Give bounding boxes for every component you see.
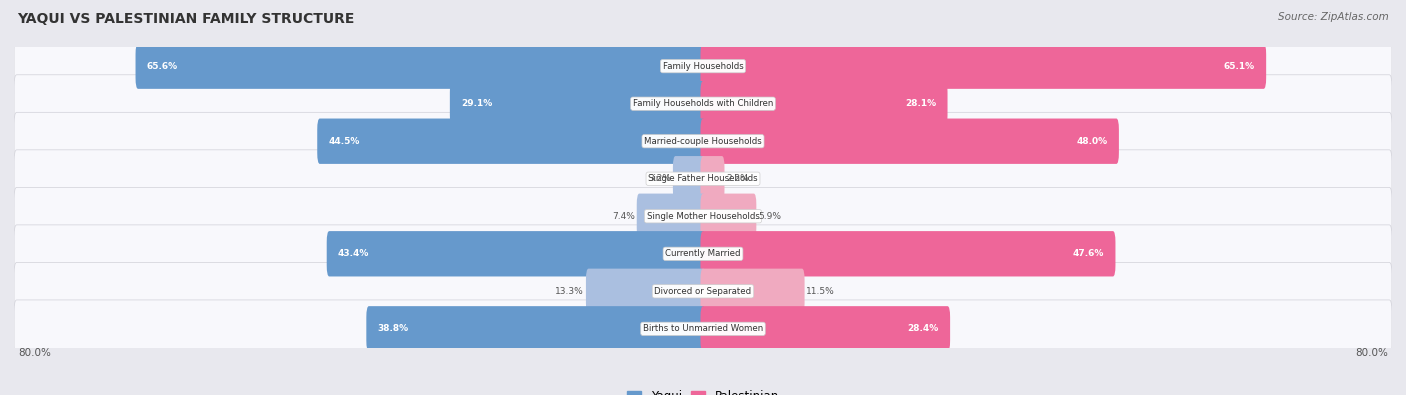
- Text: 2.2%: 2.2%: [727, 174, 749, 183]
- Text: YAQUI VS PALESTINIAN FAMILY STRUCTURE: YAQUI VS PALESTINIAN FAMILY STRUCTURE: [17, 12, 354, 26]
- FancyBboxPatch shape: [14, 187, 1392, 245]
- FancyBboxPatch shape: [14, 225, 1392, 283]
- Text: Family Households with Children: Family Households with Children: [633, 99, 773, 108]
- FancyBboxPatch shape: [326, 231, 706, 276]
- Text: 13.3%: 13.3%: [555, 287, 583, 296]
- Text: 80.0%: 80.0%: [1355, 348, 1388, 357]
- Text: Single Father Households: Single Father Households: [648, 174, 758, 183]
- FancyBboxPatch shape: [700, 269, 804, 314]
- Text: 44.5%: 44.5%: [329, 137, 360, 146]
- Text: 38.8%: 38.8%: [377, 324, 409, 333]
- FancyBboxPatch shape: [450, 81, 706, 126]
- FancyBboxPatch shape: [14, 112, 1392, 170]
- FancyBboxPatch shape: [700, 81, 948, 126]
- FancyBboxPatch shape: [700, 231, 1115, 276]
- FancyBboxPatch shape: [318, 118, 706, 164]
- Text: 28.4%: 28.4%: [908, 324, 939, 333]
- FancyBboxPatch shape: [135, 43, 706, 89]
- Text: Births to Unmarried Women: Births to Unmarried Women: [643, 324, 763, 333]
- Text: Divorced or Separated: Divorced or Separated: [654, 287, 752, 296]
- Text: 29.1%: 29.1%: [461, 99, 492, 108]
- FancyBboxPatch shape: [637, 194, 706, 239]
- FancyBboxPatch shape: [700, 118, 1119, 164]
- Text: Family Households: Family Households: [662, 62, 744, 71]
- Text: 28.1%: 28.1%: [905, 99, 936, 108]
- FancyBboxPatch shape: [14, 150, 1392, 208]
- Text: 11.5%: 11.5%: [807, 287, 835, 296]
- FancyBboxPatch shape: [586, 269, 706, 314]
- FancyBboxPatch shape: [14, 262, 1392, 320]
- FancyBboxPatch shape: [673, 156, 706, 201]
- FancyBboxPatch shape: [700, 156, 724, 201]
- FancyBboxPatch shape: [700, 194, 756, 239]
- Legend: Yaqui, Palestinian: Yaqui, Palestinian: [623, 385, 783, 395]
- Text: Married-couple Households: Married-couple Households: [644, 137, 762, 146]
- Text: 80.0%: 80.0%: [18, 348, 51, 357]
- Text: 65.6%: 65.6%: [146, 62, 177, 71]
- FancyBboxPatch shape: [14, 300, 1392, 358]
- Text: Currently Married: Currently Married: [665, 249, 741, 258]
- Text: 3.2%: 3.2%: [648, 174, 671, 183]
- Text: 43.4%: 43.4%: [337, 249, 370, 258]
- Text: Single Mother Households: Single Mother Households: [647, 212, 759, 221]
- FancyBboxPatch shape: [367, 306, 706, 352]
- Text: 65.1%: 65.1%: [1223, 62, 1256, 71]
- Text: 7.4%: 7.4%: [612, 212, 636, 221]
- FancyBboxPatch shape: [14, 37, 1392, 95]
- Text: 5.9%: 5.9%: [758, 212, 782, 221]
- FancyBboxPatch shape: [700, 306, 950, 352]
- Text: 47.6%: 47.6%: [1073, 249, 1104, 258]
- Text: Source: ZipAtlas.com: Source: ZipAtlas.com: [1278, 12, 1389, 22]
- FancyBboxPatch shape: [14, 75, 1392, 133]
- Text: 48.0%: 48.0%: [1077, 137, 1108, 146]
- FancyBboxPatch shape: [700, 43, 1267, 89]
